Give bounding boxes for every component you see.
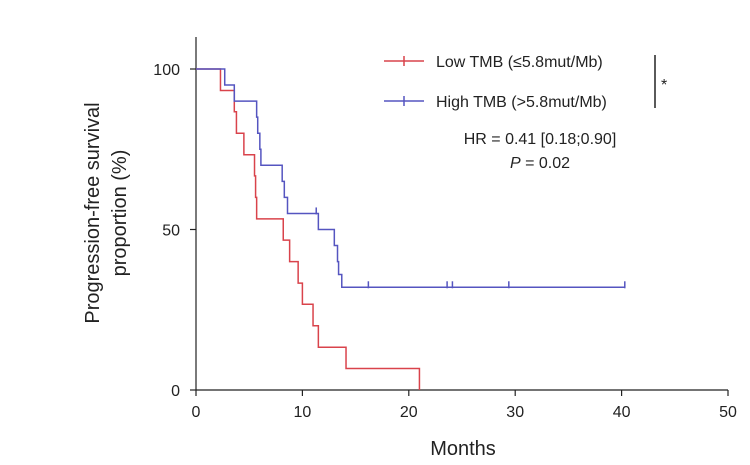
hazard-ratio-text: HR = 0.41 [0.18;0.90]	[464, 131, 617, 148]
axis-ticks: 0 10 20 30 40 50 0 50 100	[153, 62, 737, 421]
y-tick-label: 50	[162, 223, 180, 240]
legend-label-high-tmb: High TMB (>5.8mut/Mb)	[436, 94, 607, 111]
x-tick-label: 20	[400, 404, 418, 421]
x-tick-label: 30	[506, 404, 524, 421]
x-tick-label: 40	[613, 404, 631, 421]
y-axis-label-line2: proportion (%)	[109, 150, 131, 277]
y-tick-label: 0	[171, 383, 180, 400]
x-tick-label: 0	[192, 404, 201, 421]
legend: Low TMB (≤5.8mut/Mb) High TMB (>5.8mut/M…	[384, 54, 667, 111]
y-tick-label: 100	[153, 62, 180, 79]
legend-label-low-tmb: Low TMB (≤5.8mut/Mb)	[436, 54, 603, 71]
p-value-number: = 0.02	[521, 155, 570, 172]
y-axis-label-line1: Progression-free survival	[82, 102, 104, 323]
p-value-text: P = 0.02	[510, 155, 570, 172]
x-tick-label: 50	[719, 404, 737, 421]
x-tick-label: 10	[294, 404, 312, 421]
survival-curves	[196, 68, 626, 390]
high-tmb-curve	[196, 68, 625, 289]
p-value-label: P	[510, 155, 521, 172]
significance-star: *	[661, 77, 667, 94]
low-tmb-curve	[196, 68, 421, 390]
x-axis-label: Months	[430, 438, 496, 460]
